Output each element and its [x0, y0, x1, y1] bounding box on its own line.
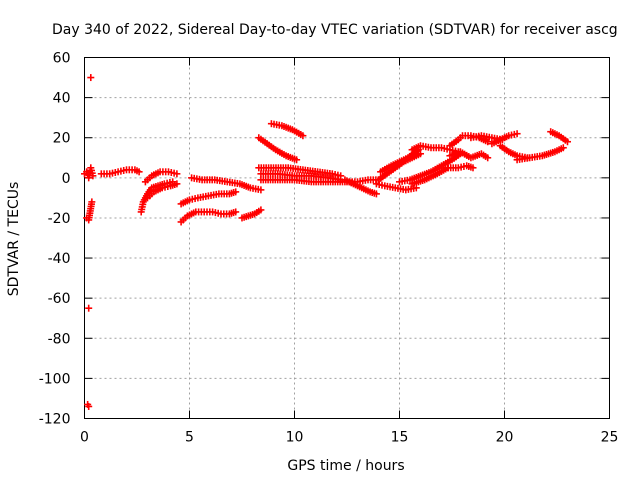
y-tick-label: 60: [53, 51, 71, 67]
data-point: [173, 180, 181, 188]
y-tick-label: 40: [53, 91, 71, 107]
data-point: [564, 138, 571, 146]
grid-lines: [84, 57, 610, 419]
chart-title: Day 340 of 2022, Sidereal Day-to-day VTE…: [52, 22, 618, 38]
y-tick-label: -100: [39, 371, 71, 387]
x-tick-label: 25: [601, 430, 619, 446]
data-point: [89, 172, 97, 180]
y-tick-label: 20: [53, 131, 71, 147]
x-tick-label: 5: [185, 430, 194, 446]
x-tick-label: 15: [391, 430, 409, 446]
data-points: [81, 74, 571, 410]
data-point: [173, 170, 181, 178]
x-tick-label: 10: [286, 430, 304, 446]
data-point: [257, 206, 265, 214]
data-point: [513, 130, 521, 138]
data-point: [484, 138, 492, 146]
data-point: [469, 164, 477, 172]
data-point: [232, 208, 240, 216]
y-tick-label: 0: [62, 171, 71, 187]
data-point: [257, 186, 265, 194]
x-tick-labels: 0 5 10 15 20 25: [80, 430, 618, 446]
data-point: [293, 156, 301, 164]
plot-frame: [84, 57, 610, 419]
data-point: [484, 154, 492, 162]
data-point: [87, 74, 95, 82]
y-tick-label: -20: [48, 211, 71, 227]
y-tick-label: -80: [48, 331, 71, 347]
data-point: [372, 190, 380, 198]
x-tick-label: 20: [496, 430, 514, 446]
y-tick-label: -60: [48, 291, 71, 307]
x-axis-title: GPS time / hours: [287, 458, 404, 474]
data-point: [88, 198, 96, 206]
y-tick-labels: -120 -100 -80 -60 -40 -20 0 20 40 60: [39, 51, 71, 428]
data-point: [85, 304, 93, 312]
axis-ticks: [84, 57, 610, 419]
data-point: [232, 188, 240, 196]
data-point: [299, 132, 307, 140]
data-point: [417, 150, 424, 158]
data-point: [559, 144, 567, 152]
x-tick-label: 0: [80, 430, 89, 446]
data-point: [85, 402, 93, 410]
y-tick-label: -120: [39, 412, 71, 428]
y-tick-label: -40: [48, 251, 71, 267]
y-axis-title: SDTVAR / TECUs: [6, 182, 22, 297]
data-point: [135, 168, 143, 176]
